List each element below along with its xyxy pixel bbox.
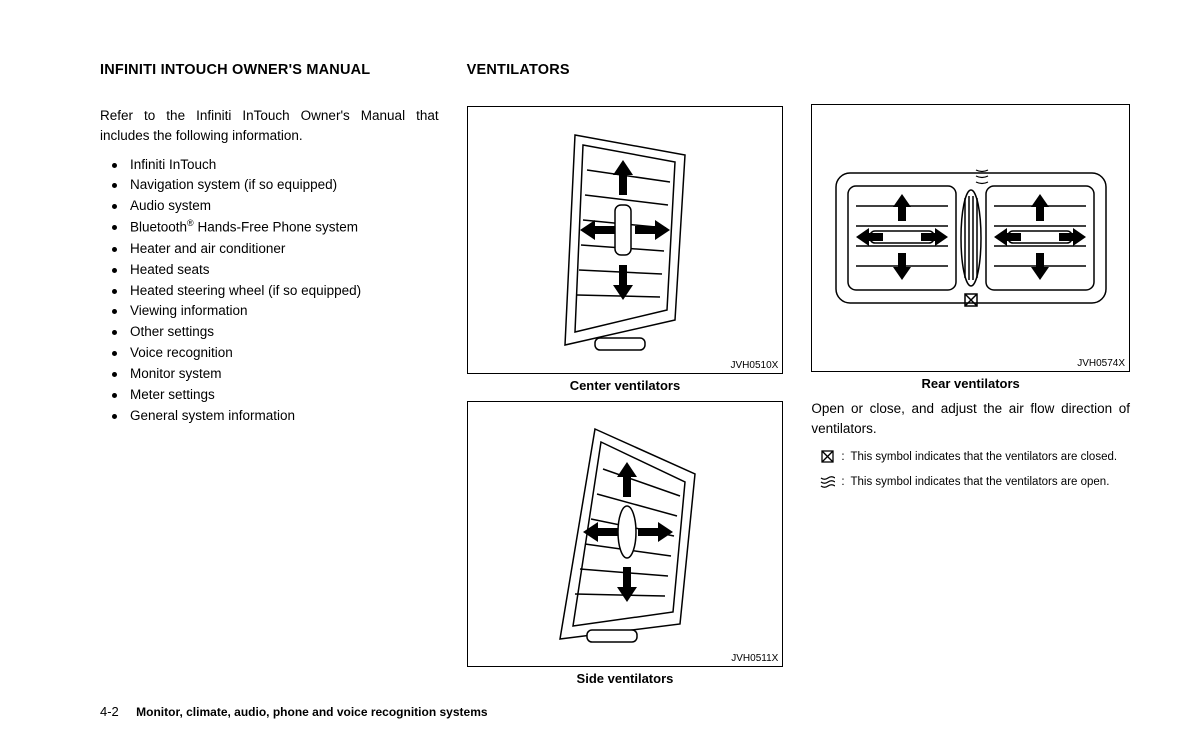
middle-column: VENTILATORS — [467, 62, 784, 694]
vent-diagram-icon — [525, 120, 725, 360]
chapter-title: Monitor, climate, audio, phone and voice… — [136, 705, 487, 719]
figure-center-ventilators: JVH0510X — [467, 106, 784, 374]
list-item: Navigation system (if so equipped) — [112, 175, 439, 196]
symbol-legend-closed: : This symbol indicates that the ventila… — [811, 450, 1130, 469]
symbol-text: This symbol indicates that the ventilato… — [851, 475, 1130, 491]
list-item: Heated steering wheel (if so equipped) — [112, 281, 439, 302]
heading-ventilators: VENTILATORS — [467, 62, 784, 78]
figure-side-ventilators: JVH0511X — [467, 401, 784, 667]
figure-code: JVH0510X — [731, 360, 779, 371]
list-item: Other settings — [112, 322, 439, 343]
symbol-text: This symbol indicates that the ventilato… — [851, 450, 1130, 466]
list-item: Viewing information — [112, 301, 439, 322]
left-column: INFINITI INTOUCH OWNER'S MANUAL Refer to… — [100, 62, 439, 694]
figure-code: JVH0574X — [1077, 358, 1125, 369]
intro-text: Refer to the Infiniti InTouch Owner's Ma… — [100, 106, 439, 147]
figure-caption: Rear ventilators — [811, 376, 1130, 391]
open-icon — [819, 475, 835, 494]
list-item: Heated seats — [112, 260, 439, 281]
figure-code: JVH0511X — [731, 653, 778, 664]
feature-list: Infiniti InTouch Navigation system (if s… — [100, 155, 439, 427]
vent-diagram-icon — [525, 414, 725, 654]
list-item: General system information — [112, 406, 439, 427]
ventilator-description: Open or close, and adjust the air flow d… — [811, 399, 1130, 438]
page-number: 4-2 — [100, 704, 119, 719]
list-item: Audio system — [112, 196, 439, 217]
right-column: JVH0574X Rear ventilators Open or close,… — [811, 62, 1130, 694]
list-item: Monitor system — [112, 364, 439, 385]
vent-diagram-icon — [826, 148, 1116, 328]
heading-intouch: INFINITI INTOUCH OWNER'S MANUAL — [100, 62, 439, 78]
figure-caption: Center ventilators — [467, 378, 784, 393]
list-item: Infiniti InTouch — [112, 155, 439, 176]
page-footer: 4-2 Monitor, climate, audio, phone and v… — [100, 704, 488, 719]
list-item: Bluetooth® Hands-Free Phone system — [112, 217, 439, 238]
closed-icon — [819, 450, 835, 469]
list-item: Voice recognition — [112, 343, 439, 364]
symbol-legend-open: : This symbol indicates that the ventila… — [811, 475, 1130, 494]
figure-rear-ventilators: JVH0574X — [811, 104, 1130, 372]
figure-caption: Side ventilators — [467, 671, 784, 686]
list-item: Meter settings — [112, 385, 439, 406]
list-item: Heater and air conditioner — [112, 239, 439, 260]
